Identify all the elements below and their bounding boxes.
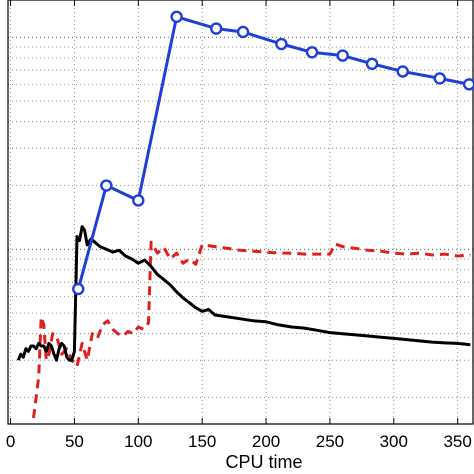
- x-tick-label: 300: [380, 432, 408, 451]
- series-point: [433, 72, 446, 85]
- series-point: [210, 22, 223, 35]
- x-tick-label: 100: [124, 432, 152, 451]
- plot-border: [7, 0, 474, 425]
- series-group: [16, 10, 474, 419]
- x-tick-label: 250: [316, 432, 344, 451]
- series-line-1: [16, 225, 471, 362]
- series-point: [132, 194, 145, 207]
- grid: [8, 0, 473, 424]
- x-tick-label: 200: [252, 432, 280, 451]
- x-tick-label: 150: [188, 432, 216, 451]
- x-tick-label: 350: [443, 432, 471, 451]
- series-point: [396, 65, 409, 78]
- series-point: [236, 25, 250, 39]
- series-point: [365, 57, 379, 71]
- series-point: [336, 49, 349, 62]
- series-point: [100, 179, 113, 192]
- x-axis: 0 50 100 150 200 250 300 350: [6, 0, 472, 451]
- plot-frame: [7, 0, 474, 425]
- series-line-2: [32, 240, 471, 419]
- x-tick-label: 50: [65, 432, 84, 451]
- x-axis-title: CPU time: [225, 452, 302, 472]
- series-point: [305, 46, 319, 59]
- series-point: [462, 78, 474, 91]
- series-point: [72, 282, 85, 296]
- x-tick-label: 0: [6, 432, 15, 451]
- series-point: [275, 37, 288, 51]
- series-point: [170, 10, 183, 23]
